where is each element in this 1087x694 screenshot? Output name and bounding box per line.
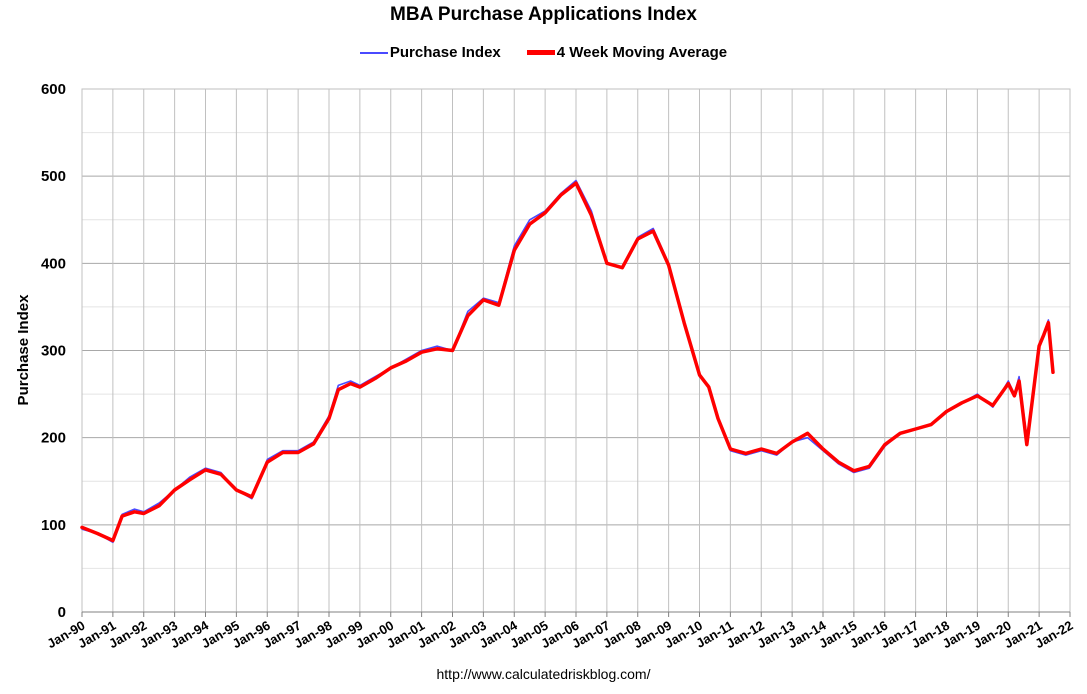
y-tick-label: 100 (41, 517, 66, 534)
chart-legend: Purchase Index 4 Week Moving Average (0, 44, 1087, 61)
y-tick-label: 600 (41, 81, 66, 98)
legend-item-moving-average: 4 Week Moving Average (526, 44, 728, 61)
series-line-moving-average (80, 181, 1055, 543)
y-axis-label: Purchase Index (15, 294, 32, 406)
y-tick-label: 500 (41, 168, 66, 185)
chart-title: MBA Purchase Applications Index (390, 4, 697, 25)
legend-label-purchase-index: Purchase Index (389, 44, 501, 61)
legend-item-purchase-index: Purchase Index (359, 44, 501, 61)
series-layer (80, 179, 1055, 544)
y-axis: 0 100 200 300 400 500 600 (41, 81, 66, 621)
y-tick-label: 200 (41, 430, 66, 447)
y-tick-label: 0 (58, 604, 66, 621)
x-axis: Jan-90Jan-91Jan-92Jan-93Jan-94Jan-95Jan-… (44, 611, 1076, 651)
legend-swatch-purchase-index (359, 51, 388, 54)
grid-lines (81, 89, 1071, 612)
source-url: http://www.calculatedriskblog.com/ (436, 666, 651, 682)
y-tick-label: 300 (41, 343, 66, 360)
y-tick-label: 400 (41, 255, 66, 272)
legend-label-moving-average: 4 Week Moving Average (556, 44, 728, 61)
legend-swatch-moving-average (526, 50, 555, 55)
